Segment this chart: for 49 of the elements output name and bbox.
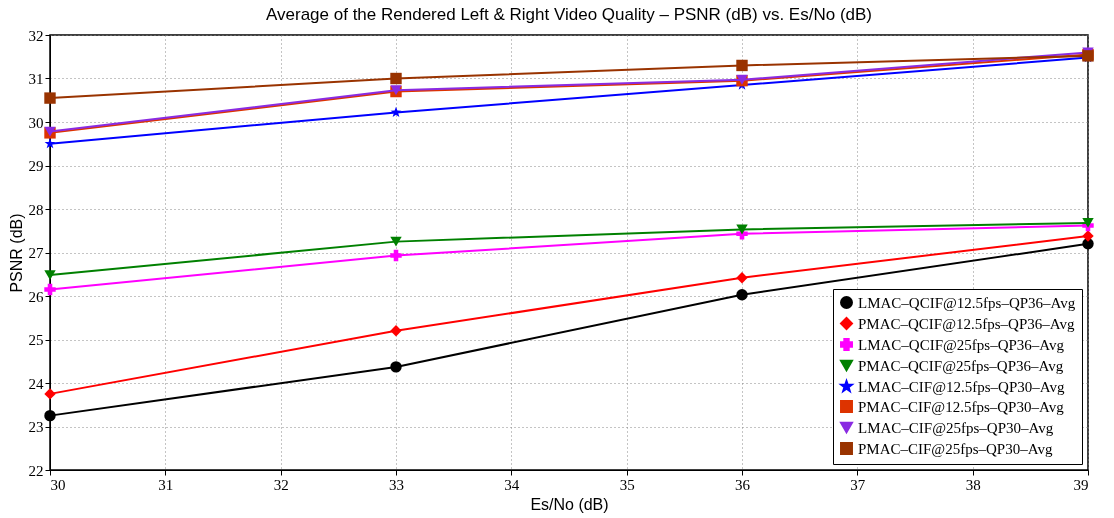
y-tick-label: 26 (28, 288, 44, 305)
legend-label: PMAC–QCIF@12.5fps–QP36–Avg (858, 315, 1075, 332)
point (44, 388, 56, 400)
point (1082, 230, 1094, 242)
point (44, 92, 56, 104)
y-tick-label: 30 (28, 114, 44, 131)
legend-label: PMAC–CIF@25fps–QP30–Avg (858, 440, 1053, 457)
point (44, 138, 56, 149)
point (390, 236, 402, 247)
x-tick-label: 33 (389, 476, 404, 493)
point (44, 270, 56, 281)
y-tick-label: 23 (28, 419, 44, 435)
point (390, 325, 402, 337)
legend-label: LMAC–QCIF@25fps–QP36–Avg (858, 336, 1065, 353)
y-tick-label: 32 (28, 27, 44, 44)
x-tick-label: 32 (273, 476, 289, 493)
y-axis-title: PSNR (dB) (7, 213, 25, 293)
point (390, 249, 402, 262)
x-tick-label: 30 (50, 476, 66, 493)
legend-label: PMAC–CIF@12.5fps–QP30–Avg (858, 398, 1065, 415)
point (736, 59, 748, 72)
x-tick-label: 35 (619, 476, 635, 493)
y-tick-label: 24 (28, 375, 44, 392)
x-tick-label: 31 (158, 476, 174, 493)
legend-label: PMAC–QCIF@25fps–QP36–Avg (858, 357, 1064, 374)
y-tick-label: 25 (28, 332, 44, 348)
x-tick-label: 37 (850, 476, 866, 493)
y-tick-label: 22 (28, 462, 44, 479)
point (390, 361, 402, 373)
legend-label: LMAC–CIF@25fps–QP30–Avg (858, 419, 1054, 436)
point (390, 72, 402, 85)
point (736, 289, 748, 301)
legend-label: LMAC–QCIF@12.5fps–QP36–Avg (858, 294, 1076, 311)
x-tick-label: 34 (504, 476, 520, 493)
y-tick-label: 27 (28, 245, 44, 261)
point (736, 272, 748, 284)
x-tick-label: 39 (1073, 476, 1089, 493)
point (1082, 217, 1094, 228)
point (44, 409, 56, 422)
legend-label: LMAC–CIF@12.5fps–QP30–Avg (858, 378, 1065, 395)
y-tick-label: 28 (28, 201, 44, 218)
y-tick-label: 31 (28, 71, 44, 87)
point (44, 283, 56, 296)
x-tick-label: 38 (965, 476, 981, 493)
chart-title: Average of the Rendered Left & Right Video Quality – PSNR (dB) vs. Es/No (dB) (265, 5, 873, 24)
x-tick-label: 36 (735, 476, 751, 493)
x-axis-title: Es/No (dB) (530, 495, 609, 513)
y-tick-label: 29 (28, 158, 44, 174)
point (736, 224, 748, 235)
